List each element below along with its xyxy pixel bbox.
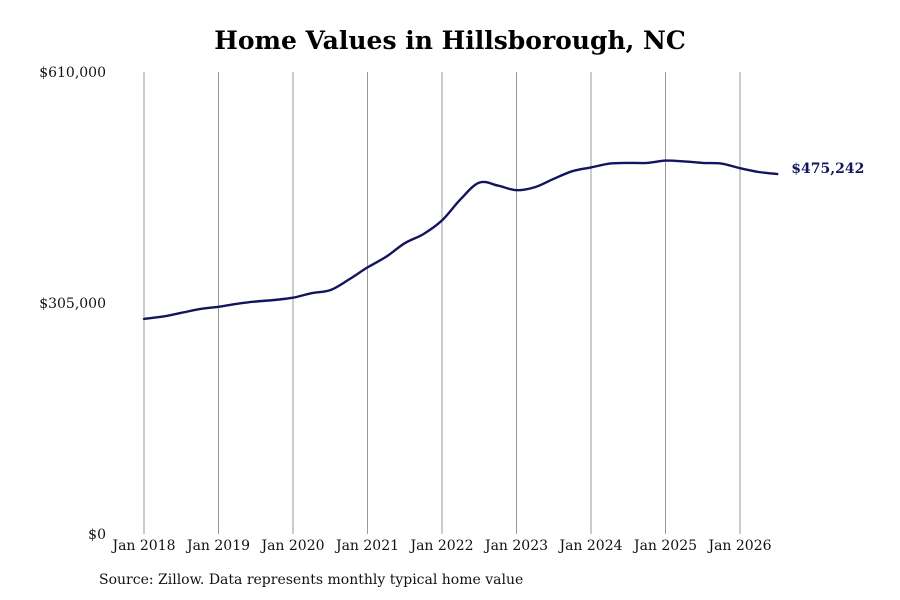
x-tick-label: Jan 2023 [483,538,548,554]
end-value-label: $475,242 [791,161,864,177]
x-tick-label: Jan 2018 [110,538,175,554]
series-line [142,159,779,321]
x-tick-label: Jan 2019 [185,538,250,554]
gridlines [143,72,741,534]
x-tick-label: Jan 2025 [632,538,697,554]
x-tick-label: Jan 2026 [706,538,771,554]
x-tick-label: Jan 2020 [259,538,324,554]
x-axis: Jan 2018 Jan 2019 Jan 2020 Jan 2021 Jan 2022… [110,538,771,554]
chart-title: Home Values in Hillsborough, NC [214,26,686,55]
x-tick-label: Jan 2022 [408,538,473,554]
y-tick-label: $0 [88,527,106,543]
y-axis: $0 $305,000 $610,000 [39,65,106,543]
y-tick-label: $305,000 [39,296,106,312]
y-tick-label: $610,000 [39,65,106,81]
source-note: Source: Zillow. Data represents monthly … [99,572,524,588]
x-tick-label: Jan 2021 [334,538,399,554]
x-tick-label: Jan 2024 [557,538,622,554]
